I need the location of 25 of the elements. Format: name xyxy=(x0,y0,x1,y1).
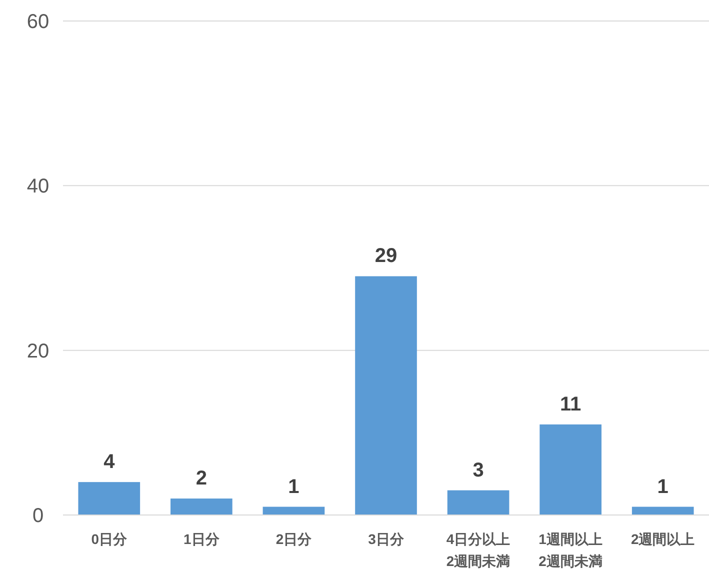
bar xyxy=(78,482,140,515)
bar xyxy=(632,506,694,515)
data-label: 4 xyxy=(104,451,116,474)
y-tick-label: 0 xyxy=(32,505,44,527)
data-label: 1 xyxy=(288,476,300,498)
bar xyxy=(355,276,417,515)
data-label: 3 xyxy=(472,459,484,482)
bar xyxy=(170,498,232,515)
data-label: 2 xyxy=(196,468,207,490)
x-tick-label: 0日分 xyxy=(91,531,128,547)
x-tick-label: 2週間以上 xyxy=(630,531,695,547)
x-tick-label: 1週間以上 2週間未満 xyxy=(538,531,602,569)
data-label: 1 xyxy=(657,476,668,498)
data-label: 29 xyxy=(374,245,398,268)
bar xyxy=(262,506,325,515)
x-tick-label: 1日分 xyxy=(184,531,220,547)
y-tick-label: 20 xyxy=(26,340,50,362)
x-tick-label: 2日分 xyxy=(276,531,313,547)
y-tick-label: 40 xyxy=(26,176,50,198)
x-tick-label: 4日分以上 2週間未満 xyxy=(446,531,510,569)
x-tick-label: 3日分 xyxy=(368,531,405,547)
y-tick-label: 60 xyxy=(26,11,50,33)
bar xyxy=(540,424,602,515)
bar xyxy=(447,490,510,515)
data-label: 11 xyxy=(560,393,582,416)
